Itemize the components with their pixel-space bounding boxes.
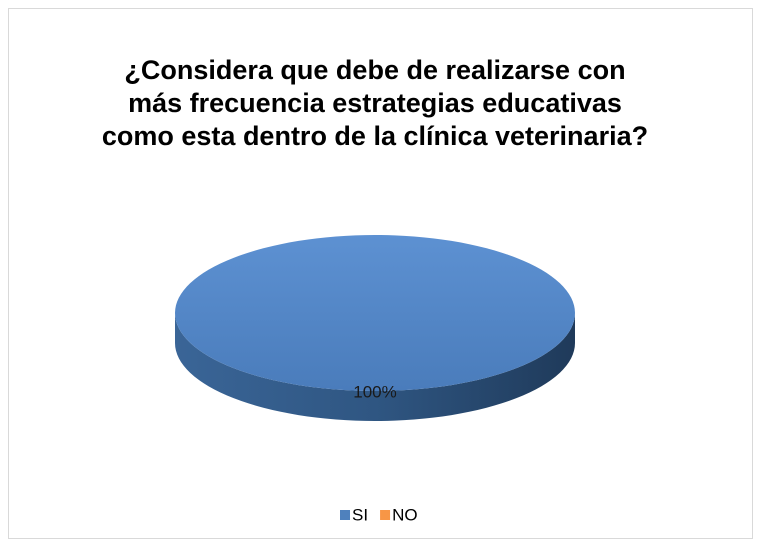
- chart-frame: [8, 8, 753, 539]
- data-label: 100%: [353, 382, 396, 401]
- chart-title: ¿Considera que debe de realizarse con má…: [101, 55, 649, 151]
- legend-label: SI: [352, 505, 368, 524]
- pie-slice: [175, 235, 575, 391]
- legend-swatch: [380, 510, 391, 520]
- legend-label: NO: [392, 505, 418, 524]
- legend-swatch: [340, 510, 350, 520]
- pie-side: [175, 313, 575, 421]
